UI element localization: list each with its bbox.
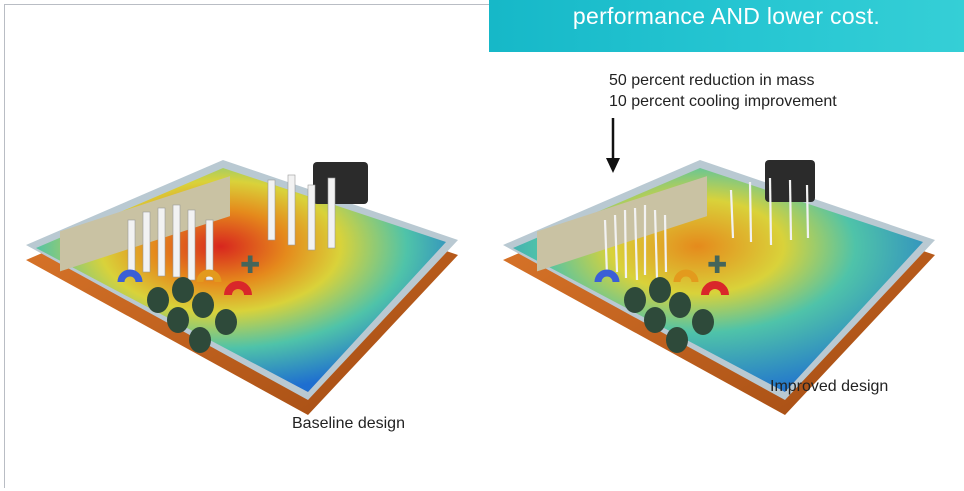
- baseline-board-render: ✚: [26, 160, 458, 415]
- svg-text:✚: ✚: [240, 251, 260, 279]
- improvement-notes: 50 percent reduction in mass 10 percent …: [609, 70, 837, 112]
- banner-text: performance AND lower cost.: [572, 3, 881, 29]
- svg-text:✚: ✚: [707, 251, 727, 279]
- down-arrow-icon: [606, 118, 620, 173]
- improved-caption: Improved design: [770, 378, 889, 395]
- mass-reduction-note: 50 percent reduction in mass: [609, 72, 815, 89]
- cooling-improvement-note: 10 percent cooling improvement: [609, 93, 837, 110]
- improved-board-render: ✚: [503, 160, 935, 415]
- baseline-caption: Baseline design: [292, 415, 405, 432]
- headline-banner: performance AND lower cost.: [489, 0, 964, 52]
- image-frame: [4, 4, 962, 488]
